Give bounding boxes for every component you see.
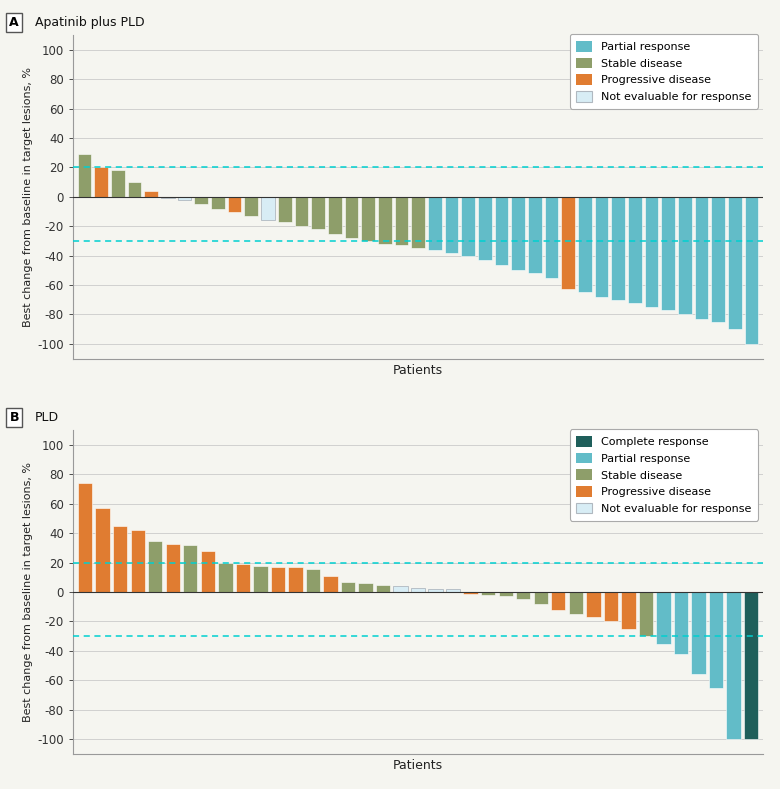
Bar [661,197,675,310]
Bar [378,197,392,244]
Bar [148,540,162,592]
Bar [395,197,408,245]
Bar [645,197,658,307]
Bar [674,592,688,654]
Bar [393,586,408,592]
Bar [289,567,303,592]
Bar [445,197,459,252]
Bar [211,197,225,208]
Bar [586,592,601,617]
Bar [178,197,191,200]
Bar [562,197,575,290]
Bar [709,592,723,688]
Bar [111,170,125,197]
Bar [711,197,725,322]
Bar [478,197,491,260]
Bar [236,564,250,592]
Bar [691,592,706,675]
Bar [244,197,258,216]
X-axis label: Patients: Patients [393,759,443,772]
Bar [744,592,758,739]
Bar [376,585,390,592]
Bar [345,197,358,238]
Bar [161,197,175,198]
Bar [94,167,108,197]
Bar [165,544,180,592]
Bar [639,592,653,636]
Bar [128,182,141,197]
Bar [569,592,583,614]
Bar [612,197,625,300]
Bar [311,197,324,230]
Bar [306,569,320,592]
Bar [78,155,91,197]
Y-axis label: Best change from baseline in target lesions, %: Best change from baseline in target lesi… [23,67,33,327]
Bar [516,592,530,600]
Bar [534,592,548,604]
Text: Apatinib plus PLD: Apatinib plus PLD [35,16,144,28]
Bar [361,197,375,241]
Bar [495,197,509,264]
Bar [200,551,215,592]
Bar [113,526,127,592]
Bar [144,191,158,197]
Bar [428,197,441,250]
Bar [218,563,232,592]
Text: A: A [9,16,19,28]
Bar [678,197,692,315]
Bar [261,197,275,220]
Bar [358,583,373,592]
Bar [428,589,443,592]
Bar [695,197,708,319]
Bar [341,581,355,592]
Bar [271,567,285,592]
Bar [446,589,460,592]
Text: PLD: PLD [35,411,59,424]
Bar [295,197,308,226]
Bar [594,197,608,297]
Bar [463,592,478,593]
Bar [498,592,513,596]
Bar [130,530,145,592]
Bar [228,197,242,211]
Legend: Complete response, Partial response, Stable disease, Progressive disease, Not ev: Complete response, Partial response, Sta… [569,429,758,521]
X-axis label: Patients: Patients [393,365,443,377]
Bar [278,197,292,222]
Bar [628,197,642,303]
Bar [411,588,425,592]
Bar [656,592,671,644]
Bar [745,197,758,344]
Bar [578,197,592,293]
Bar [481,592,495,595]
Bar [461,197,475,256]
Bar [254,566,268,592]
Bar [411,197,425,249]
Legend: Partial response, Stable disease, Progressive disease, Not evaluable for respons: Partial response, Stable disease, Progre… [569,34,758,109]
Bar [729,197,742,329]
Y-axis label: Best change from baseline in target lesions, %: Best change from baseline in target lesi… [23,462,33,722]
Bar [323,576,338,592]
Bar [183,545,197,592]
Bar [328,197,342,234]
Bar [528,197,541,273]
Bar [194,197,208,204]
Bar [604,592,618,622]
Bar [621,592,636,629]
Bar [551,592,565,610]
Text: B: B [9,411,19,424]
Bar [544,197,558,278]
Bar [726,592,741,739]
Bar [512,197,525,271]
Bar [95,508,110,592]
Bar [78,484,92,592]
